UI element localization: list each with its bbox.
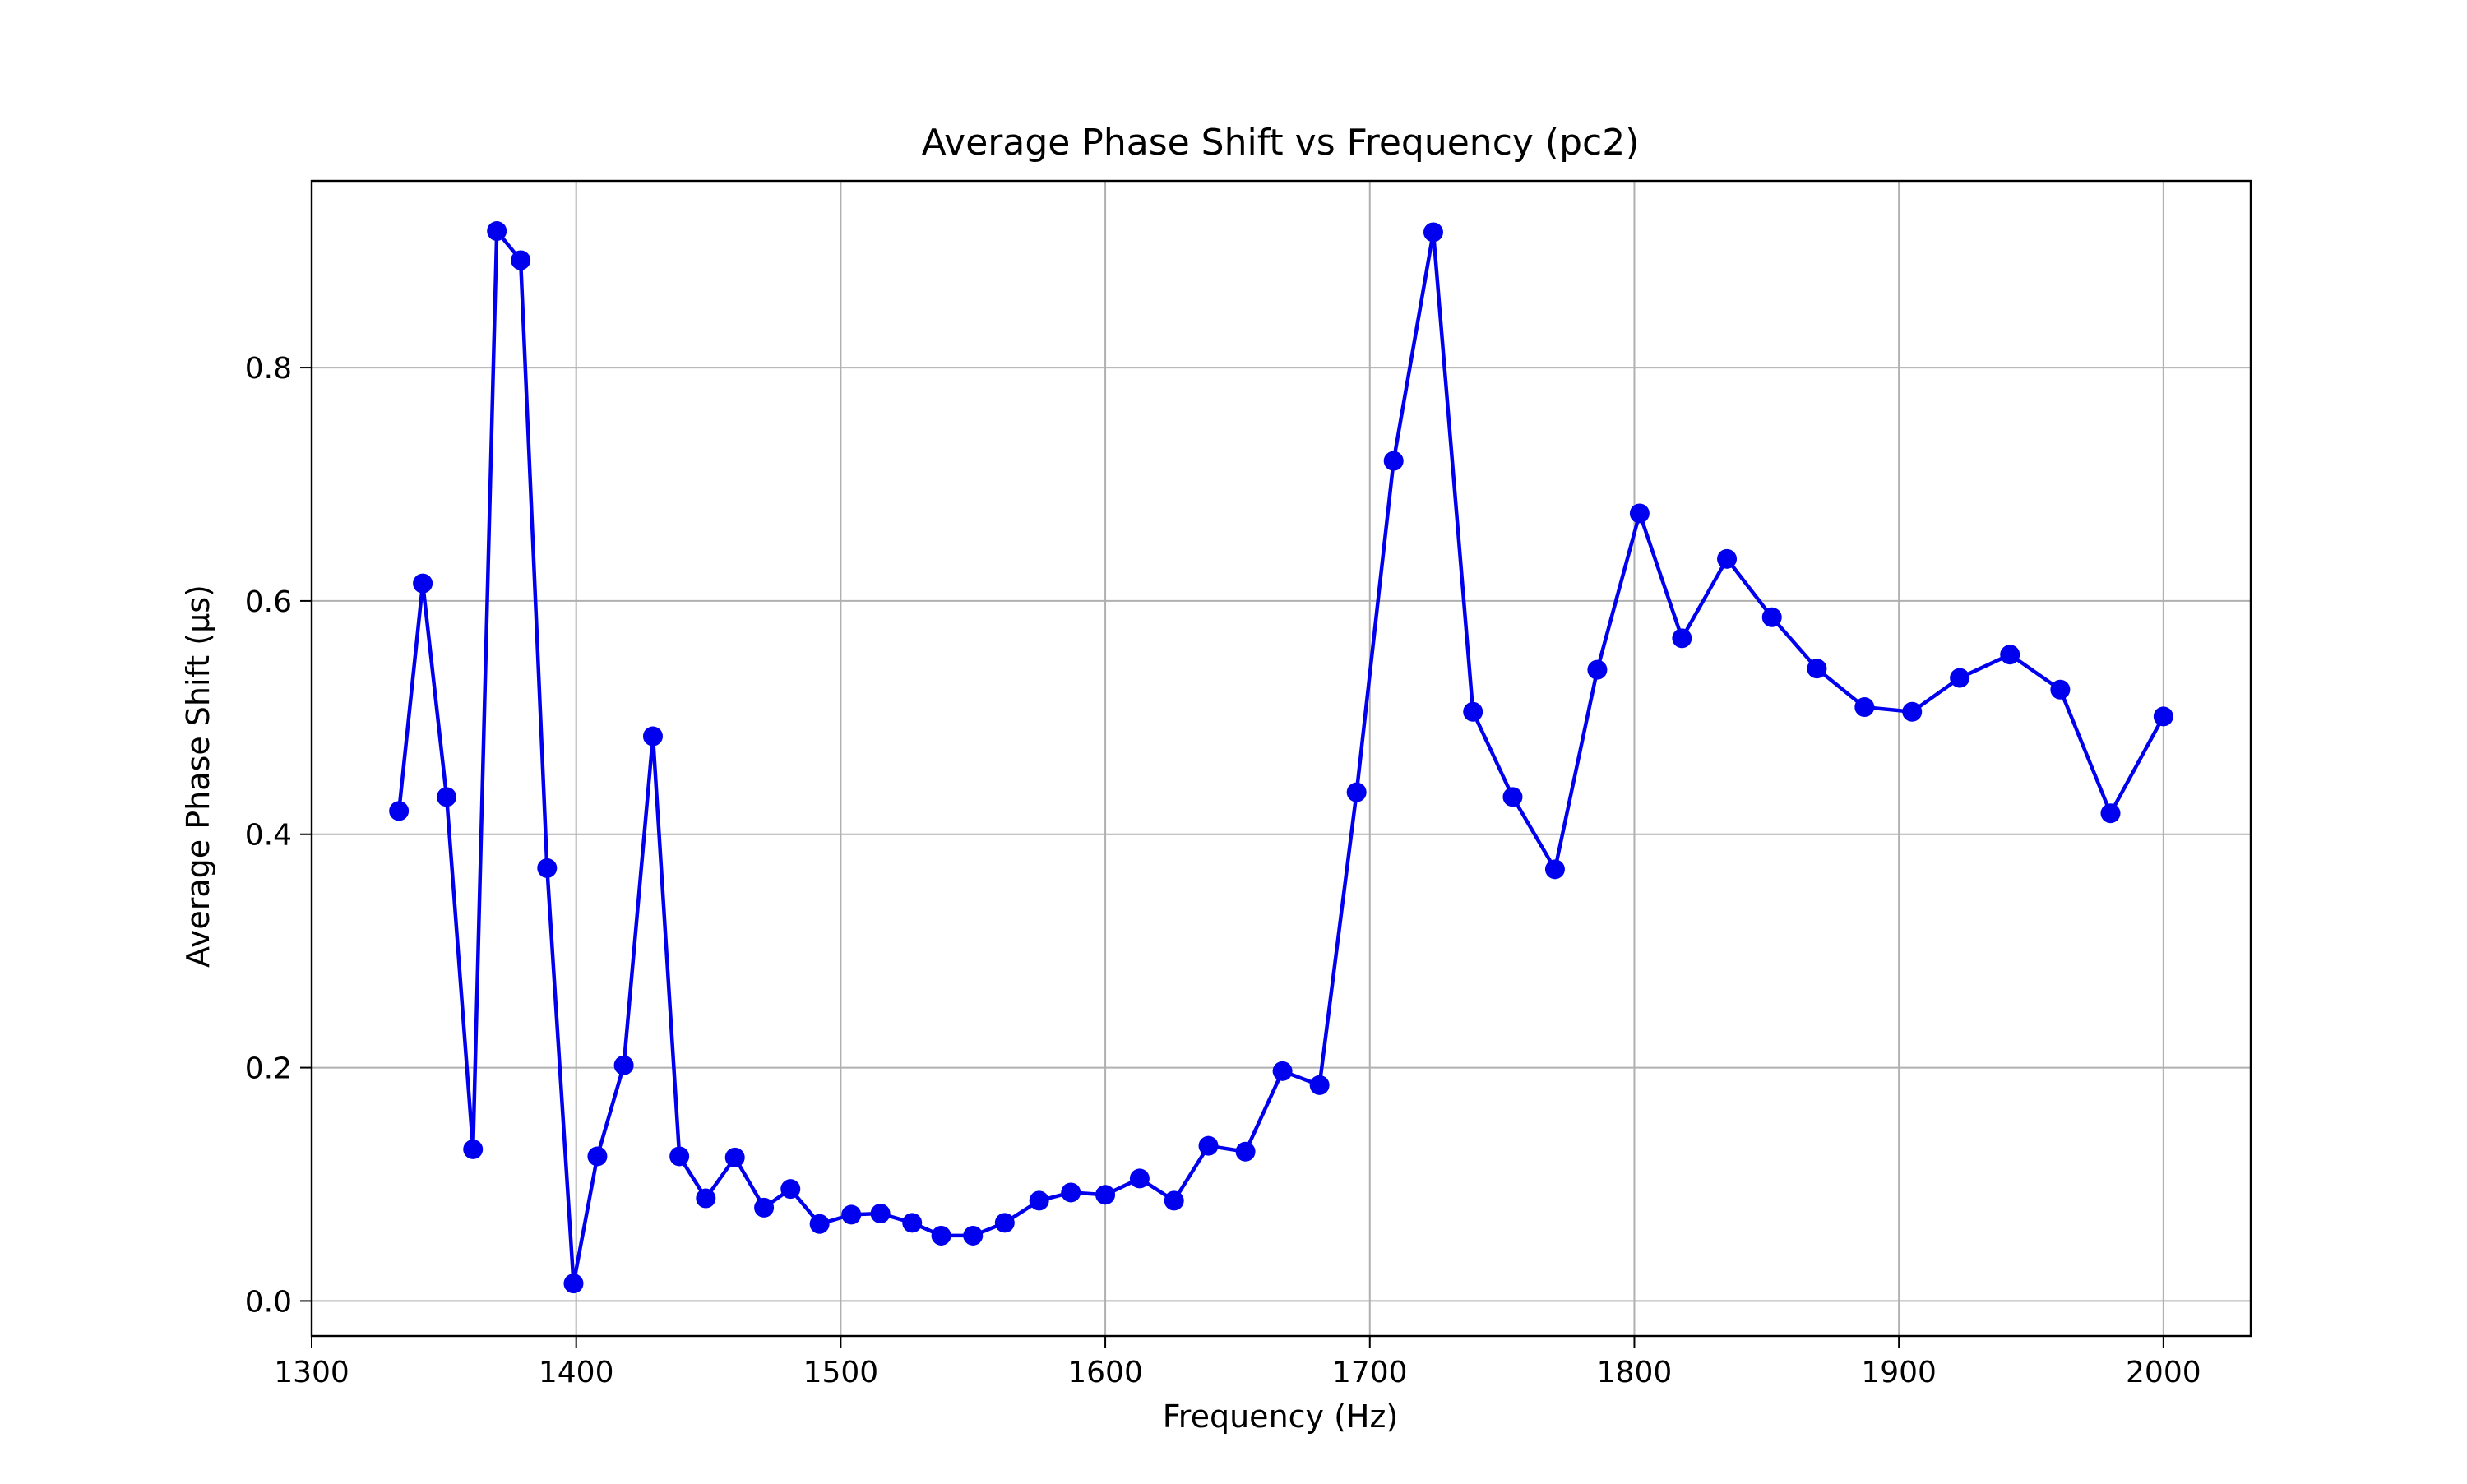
data-point xyxy=(1346,782,1367,802)
data-point xyxy=(1309,1075,1330,1095)
data-point xyxy=(931,1225,951,1246)
y-tick-label: 0.0 xyxy=(245,1285,292,1319)
data-point xyxy=(754,1197,775,1218)
data-point xyxy=(1198,1135,1219,1156)
data-point xyxy=(841,1204,862,1225)
data-point xyxy=(1672,628,1692,649)
data-point xyxy=(1129,1168,1150,1189)
y-axis-label: Average Phase Shift (µs) xyxy=(180,585,216,968)
x-tick-label: 1800 xyxy=(1597,1356,1673,1389)
data-point xyxy=(2000,645,2020,665)
data-point xyxy=(537,858,558,878)
data-point xyxy=(463,1139,484,1159)
series-layer xyxy=(389,221,2173,1294)
data-point xyxy=(613,1055,634,1075)
data-point xyxy=(2100,803,2121,824)
data-point xyxy=(1423,222,1443,243)
data-point xyxy=(994,1213,1015,1233)
chart-title: Average Phase Shift vs Frequency (pc2) xyxy=(922,122,1640,164)
data-point xyxy=(1807,659,1827,679)
data-point xyxy=(511,250,531,270)
data-point xyxy=(963,1225,984,1246)
x-axis-label: Frequency (Hz) xyxy=(1163,1398,1399,1435)
x-tick-label: 1700 xyxy=(1332,1356,1408,1389)
data-point xyxy=(1629,503,1650,524)
x-tick-label: 1500 xyxy=(803,1356,879,1389)
y-tick-label: 0.2 xyxy=(245,1052,292,1086)
data-point xyxy=(1502,787,1523,807)
data-point xyxy=(1383,451,1404,471)
data-point xyxy=(1587,659,1608,680)
data-point xyxy=(1463,701,1483,722)
x-tick-label: 1900 xyxy=(1861,1356,1937,1389)
x-tick-label: 1300 xyxy=(274,1356,349,1389)
data-point xyxy=(487,221,507,242)
data-point xyxy=(1950,668,1970,688)
data-point xyxy=(587,1146,608,1167)
data-point xyxy=(809,1214,830,1234)
data-point xyxy=(413,573,433,594)
y-tick-label: 0.8 xyxy=(245,352,292,386)
data-point xyxy=(780,1179,801,1200)
data-point xyxy=(1235,1141,1256,1162)
data-point xyxy=(1761,607,1782,627)
data-point xyxy=(1902,701,1923,722)
data-point xyxy=(2153,706,2173,727)
data-point xyxy=(669,1146,690,1167)
y-tick-label: 0.6 xyxy=(245,585,292,619)
x-tick-label: 2000 xyxy=(2126,1356,2201,1389)
x-tick-label: 1600 xyxy=(1067,1356,1143,1389)
data-point xyxy=(1095,1185,1116,1205)
data-point xyxy=(870,1203,891,1223)
data-point xyxy=(1272,1061,1293,1081)
data-point xyxy=(1061,1182,1081,1203)
data-point xyxy=(1717,548,1738,569)
data-point xyxy=(1164,1190,1184,1211)
data-point xyxy=(437,787,457,807)
data-point xyxy=(902,1213,923,1233)
x-axis: 1300 1400 1500 1600 1700 1800 1900 2000 xyxy=(274,1336,2201,1389)
x-tick-label: 1400 xyxy=(539,1356,614,1389)
data-point xyxy=(642,726,663,747)
data-point xyxy=(1854,697,1875,718)
y-axis: 0.0 0.2 0.4 0.6 0.8 xyxy=(245,352,312,1319)
data-point xyxy=(389,801,410,821)
data-point xyxy=(1544,859,1565,880)
data-point xyxy=(724,1147,745,1167)
grid xyxy=(311,181,2251,1336)
plot-frame xyxy=(310,179,2252,1338)
data-point xyxy=(563,1274,584,1294)
data-point xyxy=(696,1188,716,1209)
data-point xyxy=(2050,679,2071,700)
y-tick-label: 0.4 xyxy=(245,819,292,853)
data-point xyxy=(1029,1190,1049,1211)
